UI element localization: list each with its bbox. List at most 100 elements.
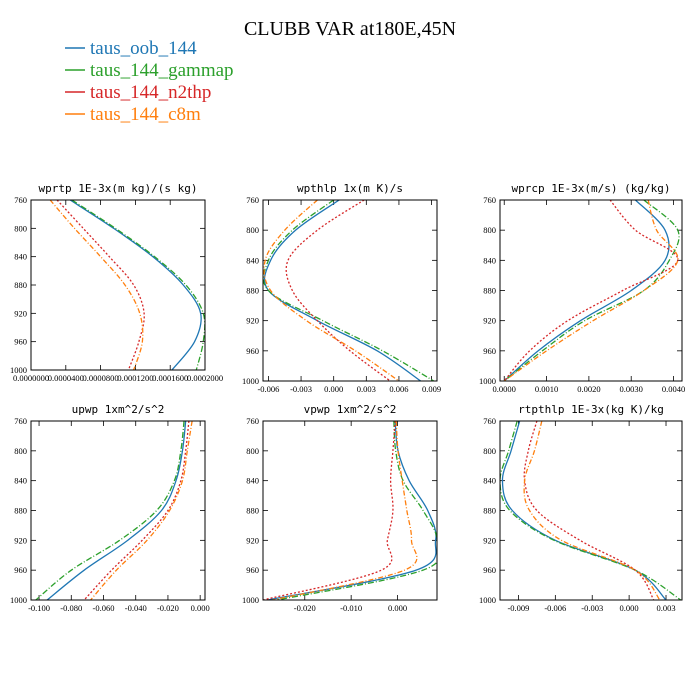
panel-title: wpthlp 1x(m K)/s (297, 182, 403, 195)
series-line-taus_oob_144 (46, 421, 187, 600)
series-line-taus_144_c8m (523, 421, 661, 600)
y-tick-label: 960 (483, 565, 496, 575)
x-tick-label: -0.100 (28, 603, 50, 613)
x-tick-label: 0.0002000 (187, 373, 223, 383)
y-tick-label: 760 (246, 195, 259, 205)
series-line-taus_144_n2thp (285, 200, 391, 381)
y-tick-label: 920 (246, 535, 259, 545)
y-tick-label: 960 (246, 565, 259, 575)
plot-frame (262, 420, 438, 601)
x-tick-label: -0.009 (507, 603, 529, 613)
x-tick-label: -0.040 (125, 603, 147, 613)
y-tick-label: 760 (483, 416, 496, 426)
series-line-taus_144_c8m (49, 200, 144, 370)
y-tick-label: 840 (246, 255, 259, 265)
series-line-taus_144_n2thp (83, 421, 190, 600)
chart-panel-rtpthlp: rtpthlp 1E-3x(kg K)/kg 760 800 840 880 920 960… (479, 403, 683, 613)
series-group (500, 421, 682, 600)
plot-frame (30, 420, 206, 601)
y-tick-label: 960 (246, 346, 259, 356)
x-tick-label: 0.0030 (620, 384, 643, 394)
plot-frame (262, 199, 438, 382)
y-tick-label: 960 (14, 337, 27, 347)
plot-frame (30, 199, 206, 371)
series-group (49, 200, 205, 370)
series-line-taus_144_gammap (500, 421, 682, 600)
y-tick-label: 1000 (242, 595, 259, 605)
y-tick-label: 1000 (10, 365, 27, 375)
chart-panel-wprtp: wprtp 1E-3x(m kg)/(s kg) 760 800 840 880 920 9… (10, 182, 223, 383)
series-line-taus_oob_144 (501, 421, 667, 600)
x-tick-label: -0.006 (257, 384, 279, 394)
x-tick-label: 0.0001600 (152, 373, 188, 383)
series-group (35, 421, 193, 600)
y-tick-label: 760 (14, 416, 27, 426)
y-tick-label: 800 (14, 223, 27, 233)
x-tick-label: -0.020 (294, 603, 316, 613)
chart-panel-wpthlp: wpthlp 1x(m K)/s7608008408809209601000-0… (242, 182, 441, 394)
plot-frame (499, 420, 683, 601)
series-group (263, 421, 437, 600)
series-line-taus_oob_144 (503, 200, 670, 381)
x-tick-label: 0.0000400 (48, 373, 84, 383)
plot-frame (499, 199, 683, 382)
y-tick-label: 960 (14, 565, 27, 575)
panel-title: wprtp 1E-3x(m kg)/(s kg) (39, 182, 198, 195)
panels: wprtp 1E-3x(m kg)/(s kg) 760 800 840 880 920 9… (10, 182, 685, 613)
y-tick-label: 880 (483, 286, 496, 296)
y-tick-label: 1000 (479, 376, 496, 386)
x-tick-label: 0.003 (656, 603, 675, 613)
x-tick-label: -0.006 (544, 603, 566, 613)
legend-entry: taus_144_c8m (65, 104, 201, 125)
y-tick-label: 840 (14, 476, 27, 486)
legend-entry: taus_144_n2thp (65, 82, 211, 103)
y-tick-label: 800 (483, 225, 496, 235)
chart-panel-upwp: upwp 1xm^2/s^2 760 800 840 880 920 960 1000-0.1… (10, 403, 210, 613)
y-tick-label: 880 (14, 280, 27, 290)
x-tick-label: 0.0000800 (83, 373, 119, 383)
panel-title: rtpthlp 1E-3x(kg K)/kg (518, 403, 664, 416)
legend-entry: taus_144_gammap (65, 60, 234, 81)
x-tick-label: 0.003 (357, 384, 376, 394)
y-tick-label: 1000 (479, 595, 496, 605)
y-tick-label: 840 (483, 476, 496, 486)
x-tick-label: 0.000 (324, 384, 343, 394)
x-tick-label: 0.000 (620, 603, 639, 613)
y-tick-label: 920 (14, 308, 27, 318)
y-tick-label: 880 (14, 506, 27, 516)
y-tick-label: 960 (483, 346, 496, 356)
series-line-taus_144_c8m (272, 421, 418, 600)
y-tick-label: 760 (246, 416, 259, 426)
y-tick-label: 800 (14, 446, 27, 456)
series-line-taus_144_gammap (503, 200, 680, 381)
panel-title: vpwp 1xm^2/s^2 (304, 403, 397, 416)
y-tick-label: 840 (14, 252, 27, 262)
series-group (503, 200, 680, 381)
y-tick-label: 880 (483, 506, 496, 516)
x-tick-label: 0.0020 (577, 384, 600, 394)
x-tick-label: -0.003 (290, 384, 312, 394)
series-line-taus_144_c8m (90, 421, 193, 600)
legend-label: taus_oob_144 (90, 38, 197, 59)
series-line-taus_144_gammap (276, 421, 437, 600)
legend-label: taus_144_n2thp (90, 82, 211, 103)
series-line-taus_144_gammap (263, 200, 435, 381)
x-tick-label: -0.060 (93, 603, 115, 613)
x-tick-label: 0.009 (422, 384, 441, 394)
y-tick-label: 920 (483, 535, 496, 545)
legend: taus_oob_144 taus_144_gammap taus_144_n2… (65, 38, 234, 125)
y-tick-label: 920 (483, 316, 496, 326)
panel-title: wprcp 1E-3x(m/s) (kg/kg) (512, 182, 671, 195)
series-group (263, 200, 435, 381)
x-tick-label: 0.0001200 (117, 373, 153, 383)
y-tick-label: 800 (483, 446, 496, 456)
legend-label: taus_144_gammap (90, 60, 234, 81)
series-line-taus_144_n2thp (503, 200, 679, 381)
x-tick-label: -0.010 (340, 603, 362, 613)
x-tick-label: 0.000 (388, 603, 407, 613)
y-tick-label: 880 (246, 286, 259, 296)
series-line-taus_144_gammap (35, 421, 185, 600)
y-tick-label: 800 (246, 225, 259, 235)
legend-label: taus_144_c8m (90, 104, 201, 125)
series-line-taus_144_n2thp (263, 421, 396, 600)
